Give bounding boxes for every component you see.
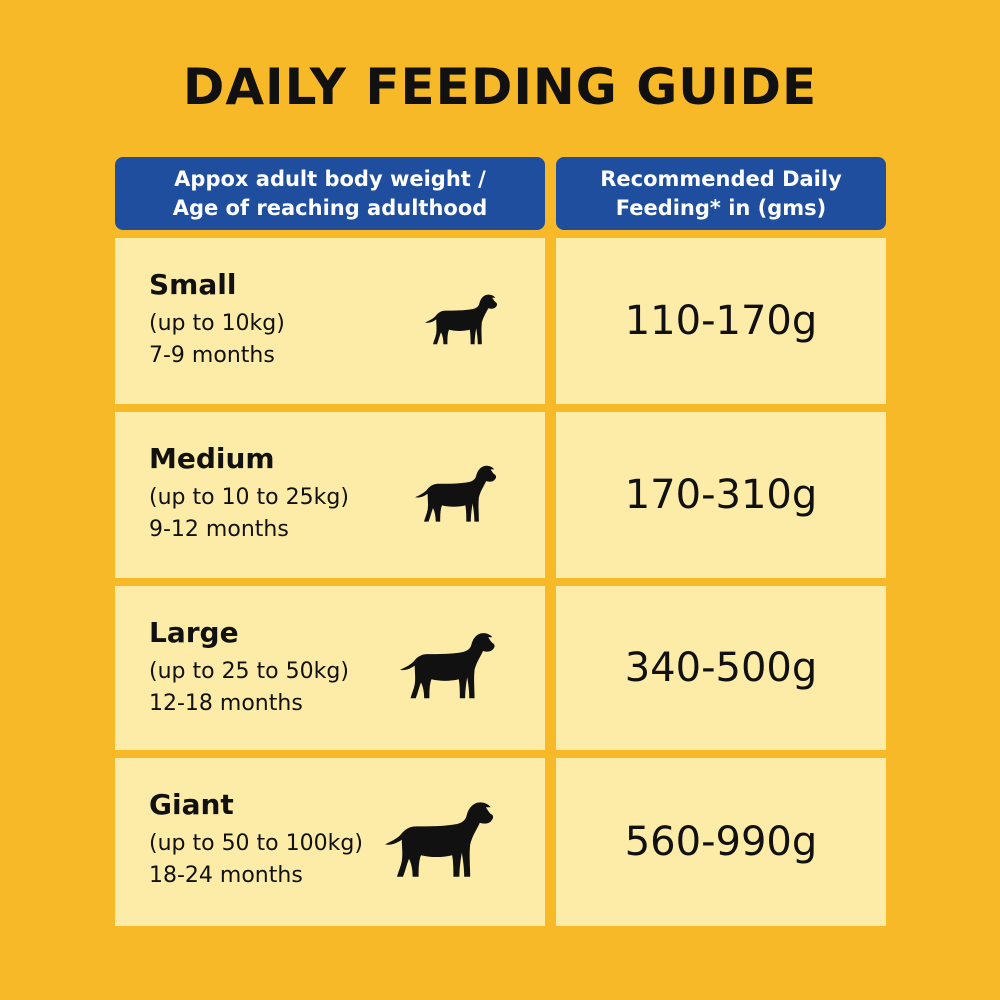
dog-icon xyxy=(400,633,495,699)
header-body-weight: Appox adult body weight / Age of reachin… xyxy=(115,157,545,230)
row-large-feeding: 340-500g xyxy=(556,586,886,750)
size-label: Large xyxy=(149,615,239,649)
age-range: 7-9 months xyxy=(149,342,275,368)
row-medium-info: Medium (up to 10 to 25kg) 9-12 months xyxy=(115,412,545,578)
age-range: 9-12 months xyxy=(149,516,289,542)
row-small-info: Small (up to 10kg) 7-9 months xyxy=(115,238,545,404)
dog-icon xyxy=(385,802,494,877)
size-label: Medium xyxy=(149,441,275,475)
size-label: Small xyxy=(149,267,237,301)
row-giant-feeding: 560-990g xyxy=(556,758,886,926)
feeding-amount: 340-500g xyxy=(624,645,818,691)
feeding-amount: 560-990g xyxy=(624,819,818,865)
weight-range: (up to 10kg) xyxy=(149,310,285,336)
dog-icon xyxy=(425,294,498,345)
row-small-feeding: 110-170g xyxy=(556,238,886,404)
row-medium-feeding: 170-310g xyxy=(556,412,886,578)
header-daily-feeding: Recommended Daily Feeding* in (gms) xyxy=(556,157,886,230)
header-line: Age of reaching adulthood xyxy=(172,195,488,220)
size-label: Giant xyxy=(149,788,234,822)
page-title: DAILY FEEDING GUIDE xyxy=(182,58,818,116)
header-line: Appox adult body weight / xyxy=(174,166,486,191)
weight-range: (up to 10 to 25kg) xyxy=(149,484,349,510)
row-giant-info: Giant (up to 50 to 100kg) 18-24 months xyxy=(115,758,545,926)
feeding-amount: 110-170g xyxy=(624,298,818,344)
dog-icon xyxy=(415,465,497,522)
header-line: Feeding* in (gms) xyxy=(615,195,827,220)
age-range: 12-18 months xyxy=(149,690,303,716)
weight-range: (up to 25 to 50kg) xyxy=(149,658,349,684)
feeding-amount: 170-310g xyxy=(624,472,818,518)
weight-range: (up to 50 to 100kg) xyxy=(149,831,363,857)
age-range: 18-24 months xyxy=(149,863,303,889)
row-large-info: Large (up to 25 to 50kg) 12-18 months xyxy=(115,586,545,750)
header-line: Recommended Daily xyxy=(600,166,842,191)
